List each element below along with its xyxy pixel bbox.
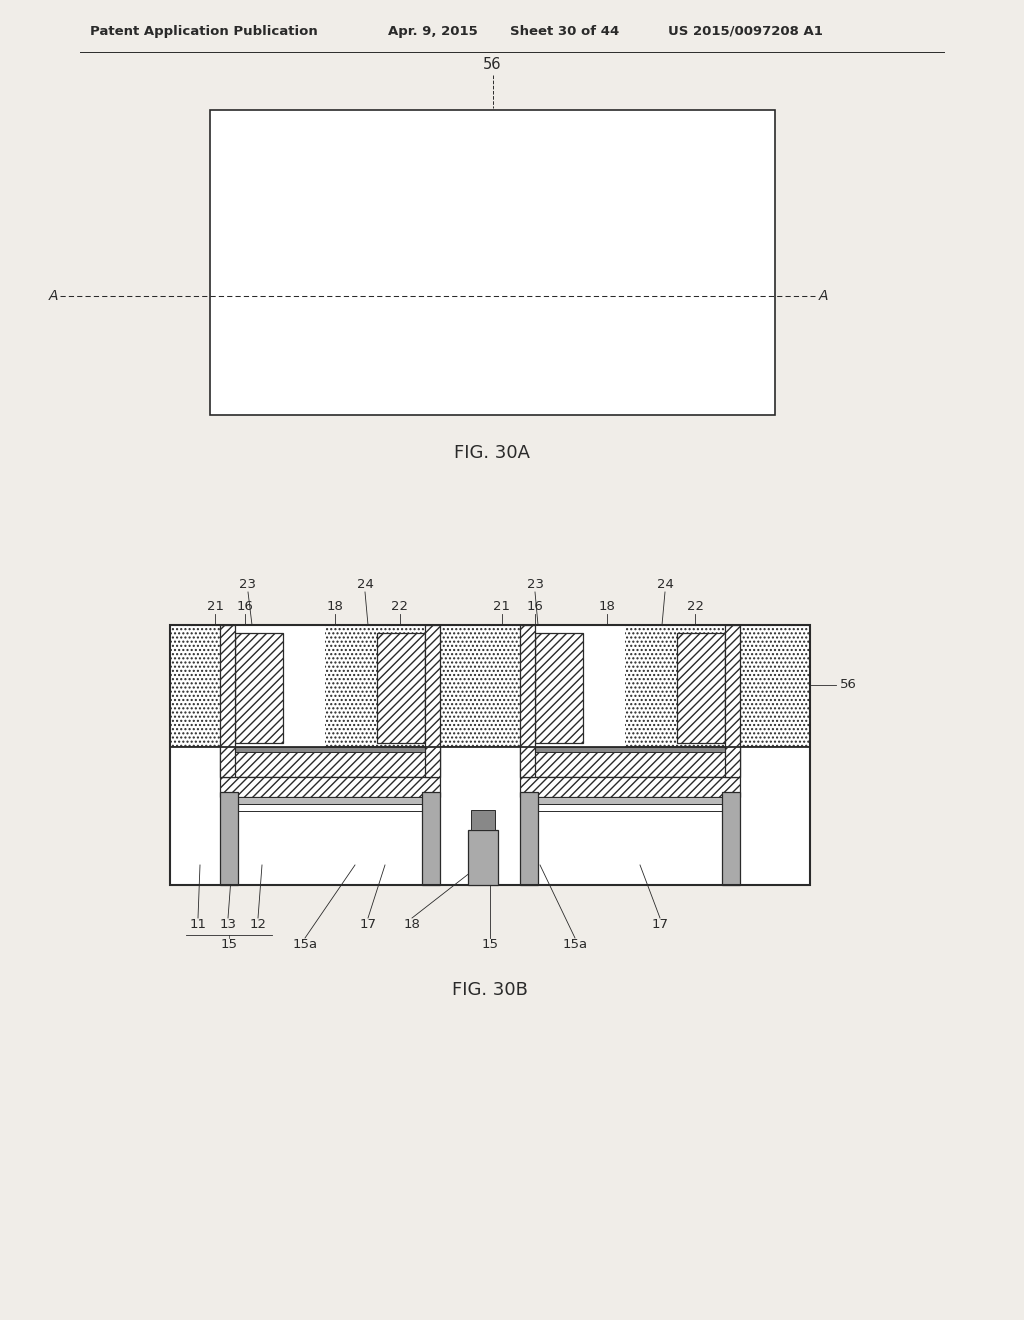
Bar <box>220 624 234 777</box>
Bar <box>422 792 440 884</box>
Text: 23: 23 <box>526 578 544 591</box>
Text: 21: 21 <box>494 601 511 614</box>
Text: Patent Application Publication: Patent Application Publication <box>90 25 317 38</box>
Text: A: A <box>48 289 58 304</box>
Bar <box>220 777 440 797</box>
Text: 15: 15 <box>220 939 238 952</box>
Bar <box>725 624 740 777</box>
Bar <box>234 634 283 743</box>
Bar <box>520 792 538 884</box>
Bar <box>377 634 425 743</box>
Bar <box>468 830 498 884</box>
Bar <box>525 804 735 810</box>
Text: 22: 22 <box>686 601 703 614</box>
Text: 24: 24 <box>656 578 674 591</box>
Text: FIG. 30A: FIG. 30A <box>455 444 530 462</box>
Text: 12: 12 <box>250 919 266 932</box>
Text: 11: 11 <box>189 919 207 932</box>
Bar <box>535 624 625 747</box>
Text: 56: 56 <box>840 678 857 692</box>
Bar <box>520 777 740 797</box>
Text: 18: 18 <box>403 919 421 932</box>
Bar <box>170 747 810 884</box>
Text: 18: 18 <box>327 601 343 614</box>
Text: A: A <box>819 289 828 304</box>
Text: FIG. 30B: FIG. 30B <box>452 981 528 999</box>
Bar <box>520 747 740 752</box>
Bar <box>535 634 583 743</box>
Bar <box>234 624 325 747</box>
Text: 24: 24 <box>356 578 374 591</box>
Bar <box>425 624 440 777</box>
Bar <box>220 747 440 777</box>
Text: Apr. 9, 2015: Apr. 9, 2015 <box>388 25 478 38</box>
Text: 23: 23 <box>240 578 256 591</box>
Text: 18: 18 <box>599 601 615 614</box>
Bar <box>170 624 810 747</box>
Bar <box>677 634 725 743</box>
Bar <box>520 747 740 777</box>
Text: 22: 22 <box>391 601 409 614</box>
Text: 16: 16 <box>526 601 544 614</box>
Bar <box>525 797 735 804</box>
Bar <box>471 810 495 830</box>
Bar <box>220 747 440 752</box>
Bar <box>225 804 435 810</box>
Text: 13: 13 <box>219 919 237 932</box>
Bar <box>520 624 535 777</box>
Text: 15: 15 <box>481 939 499 952</box>
Bar <box>722 792 740 884</box>
Bar <box>210 110 775 414</box>
Text: 17: 17 <box>359 919 377 932</box>
Text: Sheet 30 of 44: Sheet 30 of 44 <box>510 25 620 38</box>
Text: 16: 16 <box>237 601 253 614</box>
Text: 17: 17 <box>651 919 669 932</box>
Bar <box>170 624 810 884</box>
Bar <box>225 797 435 804</box>
Text: 56: 56 <box>483 57 502 73</box>
Text: 15a: 15a <box>293 939 317 952</box>
Text: US 2015/0097208 A1: US 2015/0097208 A1 <box>668 25 823 38</box>
Text: 15a: 15a <box>562 939 588 952</box>
Text: 21: 21 <box>207 601 223 614</box>
Bar <box>220 792 238 884</box>
